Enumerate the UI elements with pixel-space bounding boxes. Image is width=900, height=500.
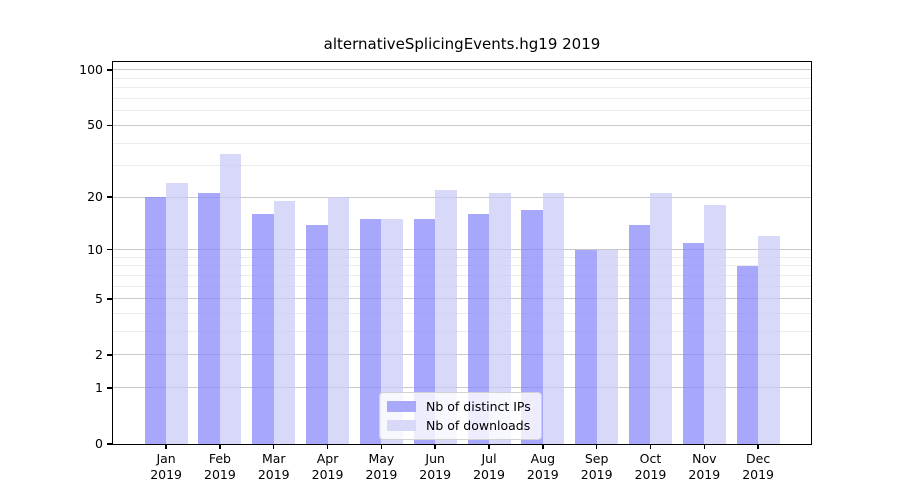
bar-distinct-ips <box>628 224 651 444</box>
y-tick-label: 0 <box>95 436 103 451</box>
x-tick <box>219 444 221 449</box>
x-tick-label: Apr 2019 <box>311 451 344 482</box>
y-tick-label: 100 <box>79 61 103 77</box>
y-minor-gridline <box>113 256 811 258</box>
legend-label-distinct-ips: Nb of distinct IPs <box>426 399 531 414</box>
x-tick <box>542 444 544 449</box>
bar-distinct-ips <box>413 219 436 444</box>
x-tick-label: Jun 2019 <box>419 451 452 482</box>
x-tick-label: Nov 2019 <box>688 451 721 482</box>
y-minor-gridline <box>113 331 811 333</box>
y-major-gridline <box>113 249 811 251</box>
x-tick <box>272 444 275 449</box>
x-tick-label: Feb 2019 <box>204 451 236 482</box>
y-tick <box>107 124 113 127</box>
y-minor-gridline <box>113 274 811 276</box>
x-tick <box>165 444 167 449</box>
legend-entry-distinct-ips: Nb of distinct IPs <box>387 399 531 414</box>
x-tick <box>380 444 383 449</box>
x-tick <box>649 444 652 449</box>
y-minor-gridline <box>113 165 811 167</box>
bar-downloads <box>704 205 726 444</box>
y-major-gridline <box>113 69 811 71</box>
x-tick <box>703 444 706 449</box>
y-tick <box>107 248 113 251</box>
y-minor-gridline <box>113 285 811 287</box>
x-tick-label: Jan 2019 <box>150 451 182 482</box>
bar-downloads <box>758 236 780 444</box>
x-tick <box>488 444 490 449</box>
legend-swatch-downloads <box>387 420 416 431</box>
y-tick-label: 5 <box>95 290 103 306</box>
y-tick-label: 20 <box>87 189 103 205</box>
y-tick <box>107 443 113 445</box>
y-tick <box>107 354 113 356</box>
x-tick <box>757 444 759 449</box>
y-major-gridline <box>113 298 811 300</box>
x-tick-label: Dec 2019 <box>742 451 775 482</box>
bar-downloads <box>489 193 511 444</box>
y-major-gridline <box>113 196 811 198</box>
y-tick <box>107 69 113 71</box>
y-minor-gridline <box>113 98 811 99</box>
x-tick-label: Oct 2019 <box>634 451 667 482</box>
bar-downloads <box>166 183 188 444</box>
y-minor-gridline <box>113 142 811 144</box>
bar-distinct-ips <box>467 214 490 444</box>
y-tick-label: 10 <box>87 241 103 257</box>
bar-downloads <box>381 219 403 444</box>
x-tick-label: Mar 2019 <box>257 451 290 482</box>
bar-distinct-ips <box>575 249 597 444</box>
bar-distinct-ips <box>306 224 328 444</box>
legend: Nb of distinct IPs Nb of downloads <box>379 392 542 440</box>
bar-distinct-ips <box>682 242 705 444</box>
bar-distinct-ips <box>198 193 220 444</box>
y-minor-gridline <box>113 265 811 267</box>
bar-distinct-ips <box>144 197 167 444</box>
x-tick-label: May 2019 <box>365 451 398 482</box>
bar-downloads <box>435 189 457 444</box>
y-tick-label: 50 <box>87 117 103 133</box>
y-tick <box>107 387 113 389</box>
x-tick <box>326 444 329 449</box>
bar-distinct-ips <box>521 209 543 444</box>
chart-title: alternativeSplicingEvents.hg19 2019 <box>323 35 601 53</box>
legend-swatch-distinct-ips <box>387 401 416 412</box>
bar-downloads <box>327 197 350 444</box>
y-minor-gridline <box>113 87 811 89</box>
y-major-gridline <box>113 387 811 389</box>
bar-downloads <box>219 153 242 444</box>
y-tick-label: 2 <box>95 346 103 362</box>
bar-distinct-ips <box>736 265 759 444</box>
bar-downloads <box>273 201 296 444</box>
y-tick <box>107 298 113 300</box>
legend-entry-downloads: Nb of downloads <box>387 418 531 433</box>
plot-area <box>113 62 811 444</box>
bar-downloads <box>596 249 619 444</box>
y-minor-gridline <box>113 110 811 112</box>
x-tick <box>595 444 598 449</box>
y-major-gridline <box>113 354 811 356</box>
y-tick <box>107 196 113 198</box>
bar-distinct-ips <box>359 219 382 444</box>
x-tick-label: Aug 2019 <box>526 451 559 482</box>
y-minor-gridline <box>113 77 811 79</box>
bar-distinct-ips <box>252 214 274 444</box>
bar-downloads <box>542 193 565 444</box>
y-major-gridline <box>113 124 811 126</box>
x-tick-label: Jul 2019 <box>473 451 505 482</box>
bar-downloads <box>650 193 672 444</box>
y-minor-gridline <box>113 313 811 315</box>
y-tick-label: 1 <box>95 379 103 395</box>
x-tick <box>434 444 436 449</box>
legend-label-downloads: Nb of downloads <box>426 418 531 433</box>
x-tick-label: Sep 2019 <box>580 451 613 482</box>
